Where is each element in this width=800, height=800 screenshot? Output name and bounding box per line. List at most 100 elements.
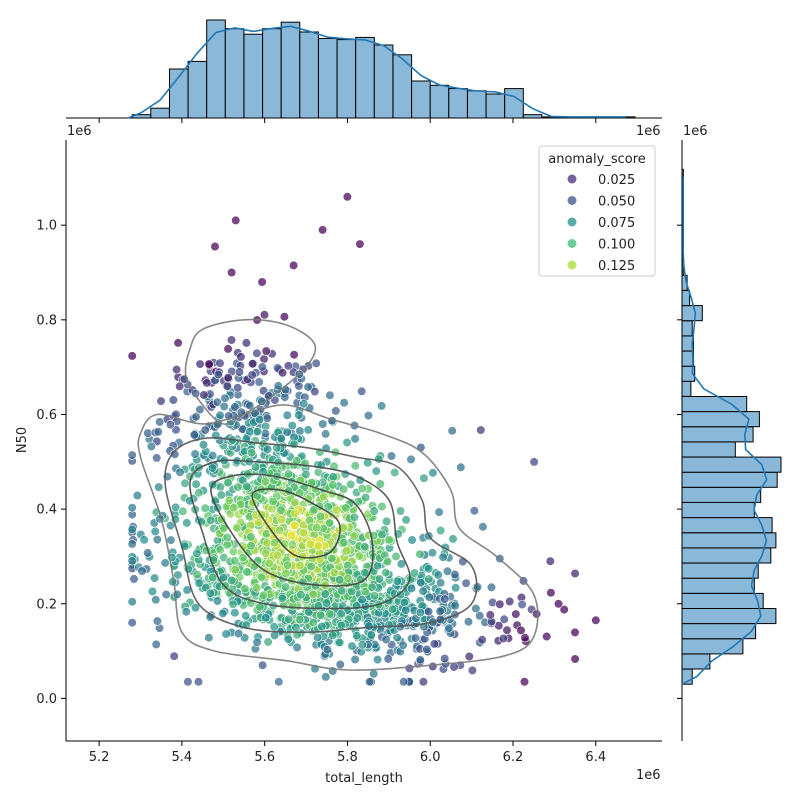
scatter-point	[335, 637, 345, 648]
scatter-point	[350, 434, 360, 444]
scatter-point	[339, 484, 349, 494]
top-hist-bar	[411, 80, 431, 119]
scatter-point	[191, 412, 201, 422]
right-hist-bar	[681, 350, 694, 367]
y-tick-label: 0.0	[36, 692, 57, 707]
scatter-point	[258, 590, 269, 600]
scatter-point	[220, 393, 230, 403]
scatter-point	[195, 359, 205, 369]
scatter-point	[234, 367, 244, 377]
scatter-point	[436, 578, 446, 588]
right-hist-bar	[681, 577, 755, 594]
scatter-point	[194, 578, 204, 588]
right-kde-curve	[681, 176, 768, 685]
scatter-point	[263, 444, 273, 454]
scatter-point	[212, 397, 222, 407]
scatter-point	[429, 639, 440, 649]
right-hist-bar	[681, 441, 736, 458]
scatter-point	[409, 568, 420, 578]
scatter-point	[357, 483, 367, 494]
scatter-point	[276, 505, 286, 515]
scatter-point	[252, 348, 262, 358]
legend-marker	[567, 260, 577, 270]
scatter-point	[343, 573, 353, 583]
scatter-point	[485, 610, 495, 620]
scatter-point	[416, 442, 426, 453]
scatter-point	[229, 503, 239, 513]
scatter-point	[181, 607, 191, 617]
legend-entry-label: 0.025	[598, 173, 635, 188]
scatter-point	[246, 541, 256, 551]
scatter-point	[377, 401, 387, 411]
scatter-point	[255, 415, 265, 425]
scatter-point	[173, 338, 183, 348]
scatter-point	[215, 545, 225, 555]
scatter-point	[127, 597, 137, 607]
scatter-point	[273, 381, 283, 391]
top-hist-bar	[429, 84, 450, 119]
scatter-point	[350, 654, 360, 665]
scatter-point	[127, 539, 137, 549]
scatter-point	[440, 653, 450, 664]
legend-marker	[567, 239, 577, 248]
scatter-point	[227, 267, 237, 278]
axes: 5.2 5.4 5.6 5.8 6.0 6.2 6.4 0.0 0.2 0.4 0.6 0.8 1.0	[36, 140, 662, 765]
scatter-point	[424, 574, 434, 584]
scatter-point	[242, 481, 252, 491]
scatter-point	[372, 561, 383, 571]
scatter-point	[234, 628, 244, 639]
y-tick-label: 0.4	[36, 503, 57, 518]
scatter-point	[415, 655, 425, 665]
kde-contour-line	[184, 318, 317, 425]
scatter-point	[352, 631, 362, 641]
x-tick-label: 5.4	[172, 750, 193, 765]
scatter-point	[299, 399, 309, 409]
scatter-point	[215, 410, 225, 420]
scatter-point	[422, 644, 432, 655]
scatter-point	[347, 641, 357, 651]
scatter-point	[363, 411, 374, 421]
scatter-point	[406, 454, 416, 465]
scatter-point	[308, 617, 318, 628]
scatter-point	[194, 488, 204, 498]
scatter-point	[219, 401, 229, 412]
scatter-point	[406, 583, 417, 594]
scatter-point	[248, 359, 258, 369]
scatter-point	[316, 511, 326, 522]
scatter-point	[296, 590, 306, 600]
scatter-point	[168, 395, 178, 405]
scatter-point	[338, 523, 348, 533]
top-histogram	[66, 19, 662, 123]
scatter-point	[281, 582, 291, 592]
scatter-point	[313, 541, 323, 551]
scatter-point	[213, 370, 223, 380]
scatter-point	[461, 578, 471, 588]
scatter-point	[137, 566, 147, 576]
scatter-point	[283, 469, 294, 479]
scatter-point	[361, 492, 371, 503]
scatter-point	[440, 594, 450, 604]
scatter-point	[342, 192, 353, 202]
scatter-point	[223, 373, 233, 383]
scatter-point	[291, 622, 301, 633]
top-hist-bar	[150, 107, 170, 119]
scatter-point	[247, 370, 257, 380]
scatter-point	[325, 390, 335, 400]
scatter-point	[435, 606, 445, 616]
scatter-point	[339, 538, 349, 548]
scatter-point	[222, 532, 232, 543]
scatter-point	[233, 383, 243, 393]
scatter-point	[381, 634, 391, 645]
scatter-point	[321, 672, 331, 682]
scatter-point	[377, 529, 387, 540]
scatter-point	[231, 215, 241, 225]
scatter-point	[382, 516, 392, 527]
scatter-point	[208, 451, 218, 461]
scatter-point	[399, 677, 409, 687]
scatter-point	[215, 358, 225, 368]
top-hist-bar	[224, 28, 245, 119]
top-hist-bar	[336, 39, 357, 119]
kde-contour-line	[251, 488, 341, 559]
scatter-point	[433, 570, 443, 580]
